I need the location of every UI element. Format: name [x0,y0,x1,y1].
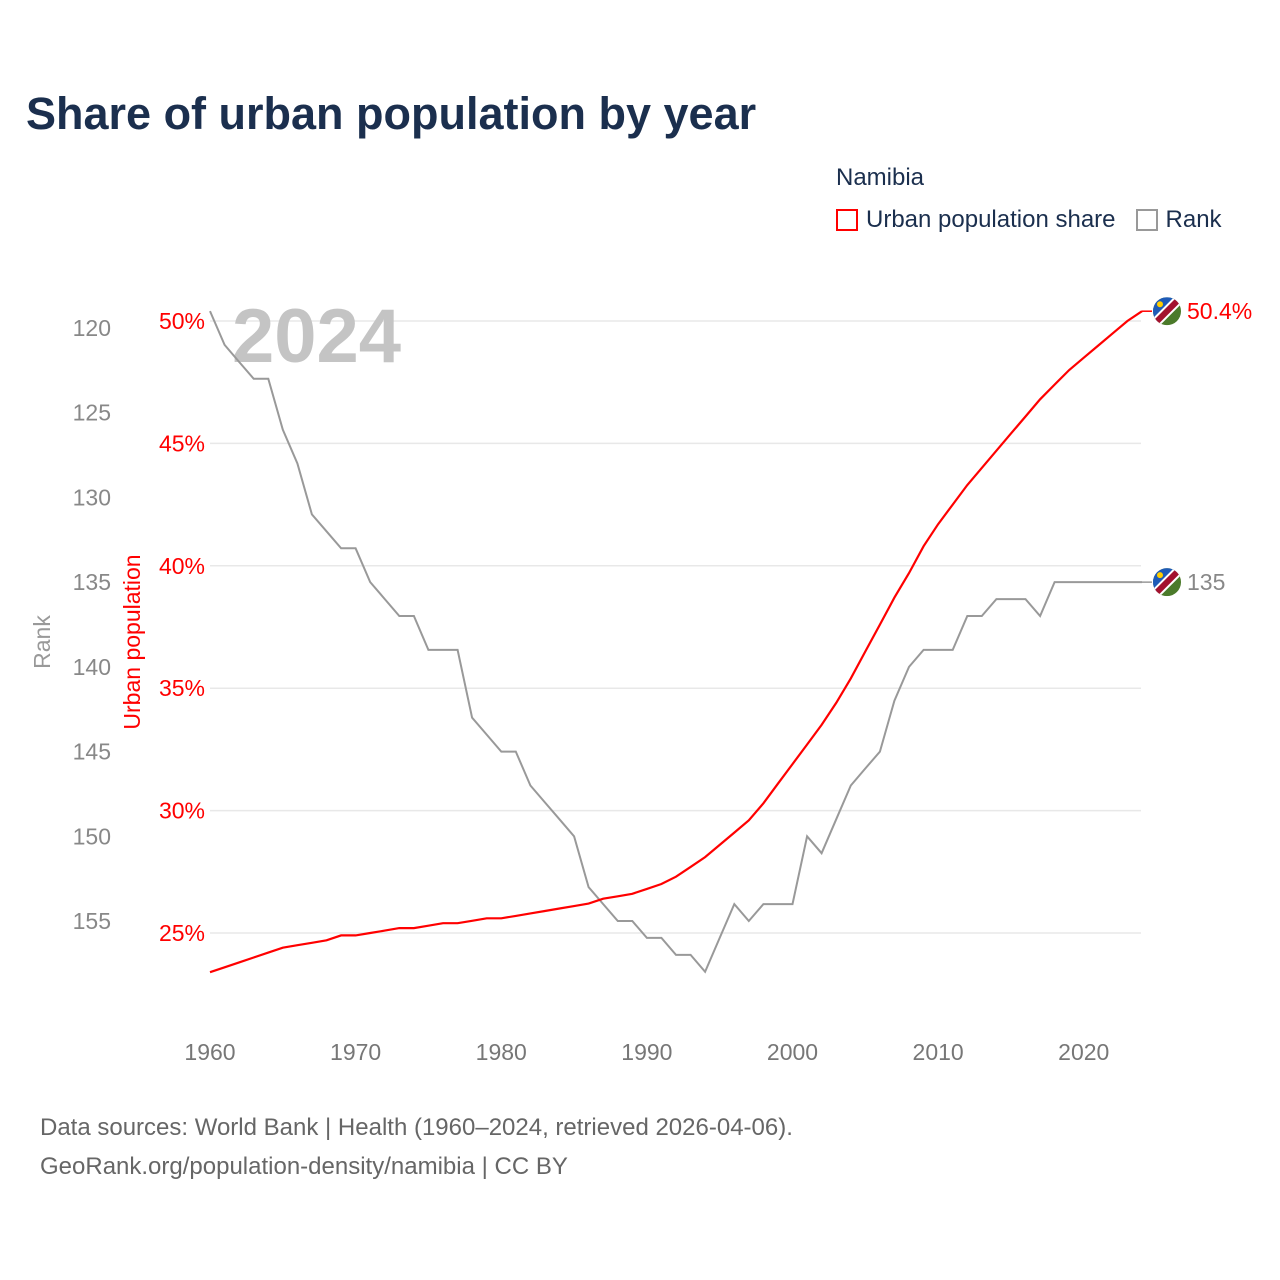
legend-title: Namibia [836,164,925,191]
urban-tick-label: 30% [159,798,205,824]
rank-tick-label: 150 [73,823,111,849]
rank-series-line [209,310,1142,974]
legend-item-urban[interactable]: Urban population share [836,206,1116,234]
rank-tick-label: 125 [73,400,111,426]
x-tick-label: 1990 [621,1039,672,1065]
legend: Urban population share Rank [836,206,1242,234]
urban-tick-label: 25% [159,920,205,946]
legend-label-urban: Urban population share [866,206,1116,233]
source-note: Data sources: World Bank | Health (1960–… [40,1114,793,1141]
x-tick-label: 1980 [476,1039,527,1065]
rank-tick-label: 155 [73,908,111,934]
attribution-link[interactable]: GeoRank.org/population-density/namibia |… [40,1153,568,1180]
rank-tick-label: 120 [73,315,111,341]
urban-tick-label: 50% [159,308,205,334]
rank-tick-label: 140 [73,654,111,680]
urban-axis-label: Urban population [119,554,145,729]
urban-tick-label: 35% [159,675,205,701]
x-tick-label: 2000 [767,1039,818,1065]
footer: Data sources: World Bank | Health (1960–… [40,1108,793,1186]
rank-tick-label: 145 [73,739,111,765]
urban-tick-label: 40% [159,553,205,579]
rank-axis-label: Rank [29,615,55,669]
urban-end-label: 50.4% [1187,298,1252,324]
legend-label-rank: Rank [1165,206,1222,233]
rank-tick-label: 135 [73,569,111,595]
chart-title: Share of urban population by year [26,88,757,139]
x-tick-label: 2020 [1058,1039,1109,1065]
year-watermark: 2024 [232,294,401,379]
x-tick-label: 2010 [913,1039,964,1065]
namibia-flag-icon [1153,568,1181,597]
legend-swatch-urban [836,209,858,231]
urban-tick-label: 45% [159,430,205,456]
rank-tick-label: 130 [73,484,111,510]
x-tick-label: 1970 [330,1039,381,1065]
urban-series-line [209,310,1143,974]
x-tick-label: 1960 [184,1039,235,1065]
legend-item-rank[interactable]: Rank [1135,206,1222,234]
namibia-flag-icon [1153,297,1181,326]
rank-end-label: 135 [1187,569,1225,595]
legend-swatch-rank [1135,209,1158,231]
